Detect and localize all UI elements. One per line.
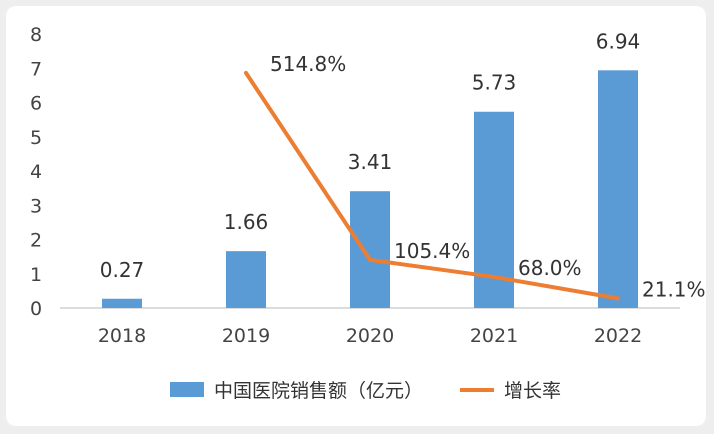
bar-value-label: 3.41 <box>348 150 393 174</box>
line-value-label: 21.1% <box>642 277 706 301</box>
y-tick-label: 6 <box>30 93 42 115</box>
legend: 中国医院销售额（亿元） 增长率 <box>170 380 561 402</box>
x-axis: 2018 2019 2020 2021 2022 <box>98 325 642 347</box>
bar-value-label: 0.27 <box>100 258 145 282</box>
bar-value-label: 6.94 <box>596 29 641 53</box>
bar-value-label: 5.73 <box>472 71 517 95</box>
legend-line-label: 增长率 <box>504 380 561 402</box>
line-value-label: 105.4% <box>394 239 470 263</box>
x-tick-label: 2021 <box>470 325 518 347</box>
y-tick-label: 0 <box>30 298 42 320</box>
y-tick-label: 1 <box>30 264 42 286</box>
growth-rate-line <box>244 70 620 301</box>
y-tick-label: 4 <box>30 161 42 183</box>
y-tick-label: 8 <box>30 24 42 46</box>
y-tick-label: 5 <box>30 127 42 149</box>
y-axis: 0 1 2 3 4 5 6 7 8 <box>30 24 42 320</box>
legend-bar-swatch <box>170 382 204 397</box>
line-value-label: 514.8% <box>270 52 346 76</box>
x-tick-label: 2018 <box>98 325 146 347</box>
line-value-labels: 514.8% 105.4% 68.0% 21.1% <box>270 52 706 301</box>
x-tick-label: 2020 <box>346 325 394 347</box>
y-tick-label: 3 <box>30 195 42 217</box>
y-tick-label: 2 <box>30 230 42 252</box>
bar-value-labels: 0.27 1.66 3.41 5.73 6.94 <box>100 29 641 281</box>
legend-bar-label: 中国医院销售额（亿元） <box>214 380 423 402</box>
line-value-label: 68.0% <box>518 256 582 280</box>
bar <box>102 298 142 308</box>
bar <box>350 191 390 308</box>
x-tick-label: 2022 <box>594 325 642 347</box>
x-tick-label: 2019 <box>222 325 270 347</box>
bar <box>226 251 266 308</box>
bar <box>598 70 638 309</box>
y-tick-label: 7 <box>30 58 42 80</box>
bar-value-label: 1.66 <box>224 210 269 234</box>
